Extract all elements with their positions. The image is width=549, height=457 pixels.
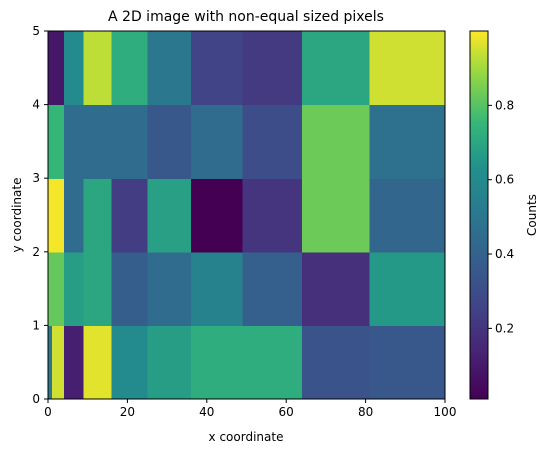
- y-tick-label: 5: [32, 24, 40, 38]
- heatmap-cell: [147, 325, 192, 400]
- heatmap-cell: [302, 31, 371, 106]
- heatmap-cell: [83, 31, 113, 106]
- heatmap-cell: [51, 178, 65, 253]
- heatmap-cell: [369, 178, 446, 253]
- heatmap-cell: [190, 251, 244, 326]
- heatmap-cell: [302, 325, 371, 400]
- heatmap-cell: [111, 31, 148, 106]
- colorbar-tick-label: 0.2: [495, 321, 514, 335]
- heatmap-cell: [302, 104, 371, 179]
- y-axis-label: y coordinate: [10, 178, 24, 253]
- heatmap-cell: [63, 104, 85, 179]
- y-tick-label: 1: [32, 318, 40, 332]
- heatmap-cells: [48, 31, 446, 400]
- heatmap-cell: [63, 325, 85, 400]
- heatmap-cell: [147, 178, 192, 253]
- heatmap-cell: [369, 31, 446, 106]
- heatmap-cell: [51, 251, 65, 326]
- x-tick-label: 0: [44, 405, 52, 419]
- colorbar-label: Counts: [525, 194, 539, 236]
- heatmap-cell: [369, 251, 446, 326]
- colorbar: 0.2 0.4 0.6 0.8 Counts: [469, 30, 539, 400]
- heatmap-cell: [48, 31, 53, 106]
- y-axis: 0 1 2 3 4 5: [32, 24, 48, 406]
- x-axis-label: x coordinate: [209, 430, 284, 444]
- heatmap-cell: [190, 178, 244, 253]
- x-tick-label: 40: [199, 405, 214, 419]
- y-tick-label: 4: [32, 98, 40, 112]
- heatmap-cell: [190, 104, 244, 179]
- colorbar-tick-label: 0.4: [495, 247, 514, 261]
- chart-title: A 2D image with non-equal sized pixels: [108, 9, 384, 25]
- colorbar-tick-label: 0.8: [495, 98, 514, 112]
- heatmap-cell: [242, 178, 303, 253]
- heatmap-cell: [147, 31, 192, 106]
- heatmap-cell: [111, 104, 148, 179]
- colorbar-ticks: 0.2 0.4 0.6 0.8: [488, 98, 514, 335]
- heatmap-cell: [83, 104, 113, 179]
- heatmap-cell: [51, 325, 65, 400]
- heatmap-cell: [369, 104, 446, 179]
- y-tick-label: 2: [32, 245, 40, 259]
- heatmap-cell: [190, 325, 244, 400]
- heatmap-cell: [147, 104, 192, 179]
- heatmap-cell: [63, 251, 85, 326]
- heatmap-cell: [48, 178, 53, 253]
- heatmap-cell: [147, 251, 192, 326]
- heatmap-cell: [48, 251, 53, 326]
- colorbar-tick-label: 0.6: [495, 173, 514, 187]
- heatmap-cell: [51, 31, 65, 106]
- heatmap-cell: [242, 104, 303, 179]
- heatmap-cell: [63, 178, 85, 253]
- heatmap-cell: [111, 251, 148, 326]
- y-tick-label: 3: [32, 171, 40, 185]
- y-tick-label: 0: [32, 392, 40, 406]
- x-tick-label: 60: [279, 405, 294, 419]
- heatmap-cell: [242, 325, 303, 400]
- x-axis: 0 20 40 60 80 100: [44, 399, 456, 419]
- heatmap-cell: [369, 325, 446, 400]
- x-tick-label: 80: [358, 405, 373, 419]
- x-tick-label: 20: [120, 405, 135, 419]
- heatmap-cell: [51, 104, 65, 179]
- plot-frame: [47, 30, 446, 400]
- x-tick-label: 100: [434, 405, 457, 419]
- heatmap-cell: [190, 31, 244, 106]
- heatmap-cell: [83, 251, 113, 326]
- heatmap-cell: [111, 178, 148, 253]
- colorbar-gradient: [470, 31, 488, 399]
- heatmap-cell: [242, 31, 303, 106]
- heatmap-cell: [48, 104, 53, 179]
- heatmap-cell: [302, 251, 371, 326]
- heatmap-cell: [83, 325, 113, 400]
- heatmap-cell: [302, 178, 371, 253]
- heatmap-cell: [63, 31, 85, 106]
- heatmap-cell: [111, 325, 148, 400]
- heatmap-cell: [242, 251, 303, 326]
- colorbar-frame: [469, 30, 489, 400]
- heatmap-cell: [48, 325, 53, 400]
- heatmap-cell: [83, 178, 113, 253]
